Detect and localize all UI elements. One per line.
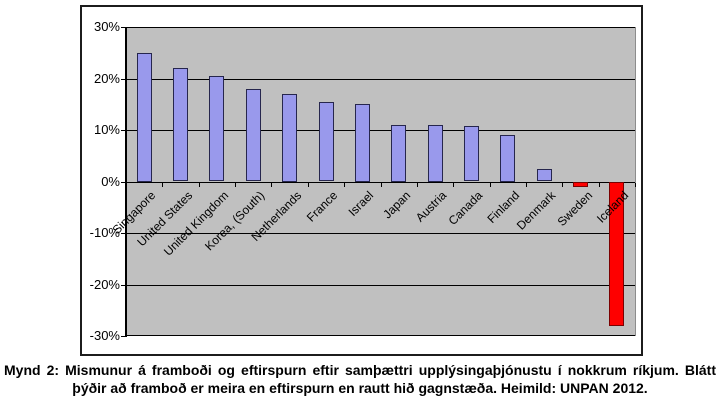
- x-axis-tick: [416, 182, 418, 187]
- x-axis-tick: [453, 182, 455, 187]
- y-axis-tick: [121, 284, 126, 286]
- bar: [573, 181, 588, 187]
- y-axis-tick: [121, 27, 126, 28]
- gridline: [126, 27, 635, 28]
- gridline: [126, 284, 635, 286]
- x-axis-tick: [380, 182, 382, 187]
- bar: [354, 104, 370, 182]
- bar: [500, 135, 516, 182]
- y-axis-tick: [121, 336, 126, 337]
- bar: [173, 68, 188, 182]
- x-axis-tick: [525, 182, 527, 187]
- x-axis-tick: [126, 182, 127, 187]
- x-axis-tick: [562, 182, 564, 187]
- bar: [318, 101, 334, 182]
- bar: [463, 125, 479, 182]
- x-axis-tick: [271, 182, 273, 187]
- bar: [136, 52, 152, 182]
- x-axis-tick: [235, 182, 237, 187]
- x-axis-tick: [489, 182, 491, 187]
- gridline: [126, 233, 635, 234]
- chart-figure: 30% 20% 10% 0% -10% -20% -30% Singapore United …: [80, 5, 643, 356]
- gridline: [126, 78, 635, 80]
- y-tick-label: 20%: [93, 70, 120, 86]
- bar: [245, 88, 261, 182]
- y-axis-tick: [121, 78, 126, 80]
- figure-caption: Mynd 2: Mismunur á framboði og eftirspur…: [4, 362, 716, 397]
- bar: [209, 75, 225, 182]
- x-axis-tick: [344, 182, 346, 187]
- bar: [427, 124, 443, 182]
- y-tick-label: -20%: [89, 276, 120, 292]
- bar: [609, 181, 625, 326]
- plot-area: [126, 27, 636, 336]
- y-axis-tick: [121, 233, 126, 234]
- y-tick-label: -10%: [89, 225, 120, 240]
- x-axis-tick: [198, 182, 200, 187]
- gridline: [126, 130, 635, 131]
- y-axis-line: [125, 27, 127, 337]
- bar: [536, 168, 552, 182]
- x-axis-tick: [635, 182, 636, 187]
- x-axis-tick: [307, 182, 309, 187]
- y-tick-label: 0%: [101, 173, 120, 189]
- y-tick-label: 30%: [93, 19, 120, 34]
- gridline: [126, 335, 635, 336]
- x-axis-tick: [162, 182, 164, 187]
- y-tick-label: 10%: [93, 122, 120, 137]
- y-axis-tick: [121, 130, 126, 131]
- y-axis-tick: [121, 181, 126, 183]
- x-axis-tick: [598, 182, 600, 187]
- y-tick-label: -30%: [89, 328, 120, 343]
- gridline: [126, 181, 635, 183]
- bar: [282, 94, 298, 182]
- bar: [391, 124, 407, 182]
